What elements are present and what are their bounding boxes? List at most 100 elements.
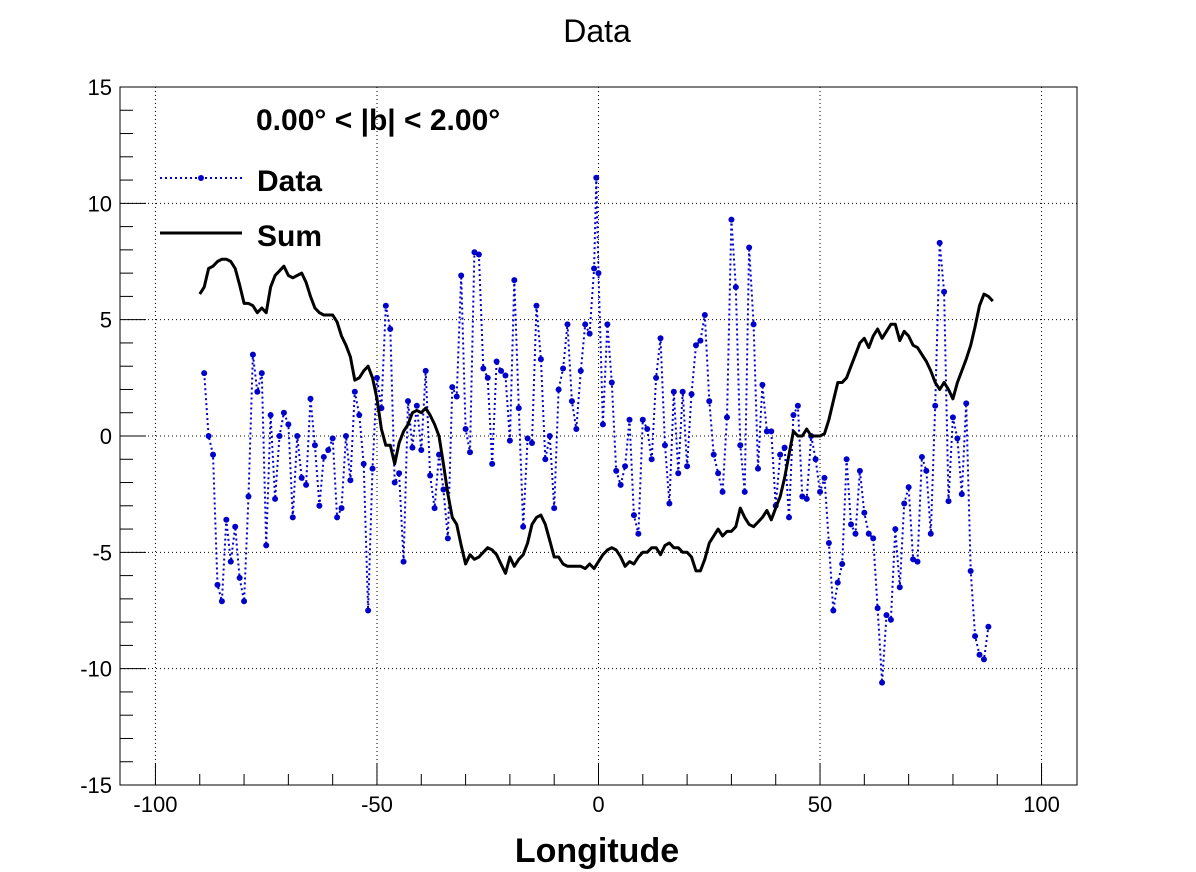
data-point: [303, 481, 310, 488]
data-point: [777, 451, 784, 458]
data-point: [542, 456, 549, 463]
data-point: [502, 372, 509, 379]
data-point: [821, 474, 828, 481]
data-point: [258, 370, 265, 377]
data-point: [653, 374, 660, 381]
data-point: [431, 505, 438, 512]
data-point: [223, 516, 230, 523]
data-point: [245, 493, 252, 500]
legend: 0.00° < |b| < 2.00° Data Sum: [160, 104, 500, 253]
data-point: [311, 442, 318, 449]
data-point: [879, 679, 886, 686]
data-point: [901, 500, 908, 507]
y-tick-label: -10: [80, 657, 112, 682]
data-point: [338, 505, 345, 512]
data-point: [453, 393, 460, 400]
data-point: [289, 514, 296, 521]
data-point: [595, 270, 602, 277]
data-point: [759, 381, 766, 388]
data-point: [622, 463, 629, 470]
data-point: [910, 556, 917, 563]
data-point: [976, 651, 983, 658]
data-point: [593, 174, 600, 181]
data-point: [489, 460, 496, 467]
data-point: [954, 435, 961, 442]
data-point: [848, 521, 855, 528]
data-point: [617, 481, 624, 488]
x-tick-label: 50: [808, 792, 832, 817]
data-point: [599, 421, 606, 428]
data-point: [254, 388, 261, 395]
data-point: [918, 453, 925, 460]
data-point: [232, 523, 239, 530]
data-point: [830, 607, 837, 614]
data-point: [963, 400, 970, 407]
data-point: [684, 463, 691, 470]
data-point: [560, 365, 567, 372]
data-point: [515, 405, 522, 412]
data-point: [440, 486, 447, 493]
data-point: [201, 370, 208, 377]
data-point: [360, 460, 367, 467]
data-point: [941, 288, 948, 295]
legend-data-marker: [198, 175, 204, 181]
data-point: [892, 526, 899, 533]
data-point: [573, 426, 580, 433]
data-point: [626, 416, 633, 423]
data-point: [870, 535, 877, 542]
data-point: [214, 581, 221, 588]
data-point: [794, 402, 801, 409]
data-point: [852, 530, 859, 537]
data-point: [356, 412, 363, 419]
data-point: [697, 337, 704, 344]
data-point: [418, 446, 425, 453]
data-point: [967, 567, 974, 574]
data-point: [471, 249, 478, 256]
data-point: [763, 428, 770, 435]
data-point: [896, 584, 903, 591]
data-point: [927, 530, 934, 537]
data-point: [887, 616, 894, 623]
data-point: [719, 488, 726, 495]
data-point: [755, 465, 761, 472]
data-point: [400, 558, 407, 565]
legend-entry-data: Data: [257, 165, 322, 198]
data-point: [750, 321, 757, 328]
data-point: [883, 612, 890, 619]
data-point: [373, 374, 380, 381]
data-point: [325, 446, 332, 453]
data-point: [839, 560, 846, 567]
data-point: [484, 374, 491, 381]
data-point: [790, 412, 797, 419]
data-point: [980, 656, 987, 663]
data-point: [307, 395, 314, 402]
data-point: [342, 433, 349, 439]
data-point: [537, 356, 544, 363]
y-tick-label: -15: [80, 773, 112, 798]
data-point: [586, 330, 593, 337]
data-point: [582, 321, 589, 328]
data-point: [661, 442, 668, 449]
data-point: [396, 470, 403, 477]
y-tick-label: -5: [92, 540, 112, 565]
data-point: [692, 342, 699, 349]
data-point: [529, 439, 536, 446]
data-point: [391, 479, 398, 486]
data-point: [861, 509, 868, 516]
data-point: [648, 456, 655, 463]
data-point: [613, 467, 620, 474]
data-point: [444, 535, 451, 542]
data-point: [856, 467, 863, 474]
data-point: [493, 358, 500, 365]
data-point: [568, 398, 575, 405]
data-point: [347, 477, 354, 484]
data-point: [298, 474, 305, 481]
data-point: [914, 558, 921, 565]
chart-title: Data: [563, 13, 631, 49]
x-tick-label: 100: [1023, 792, 1060, 817]
data-point: [555, 386, 562, 393]
data-point: [591, 265, 598, 272]
data-point: [768, 428, 775, 435]
